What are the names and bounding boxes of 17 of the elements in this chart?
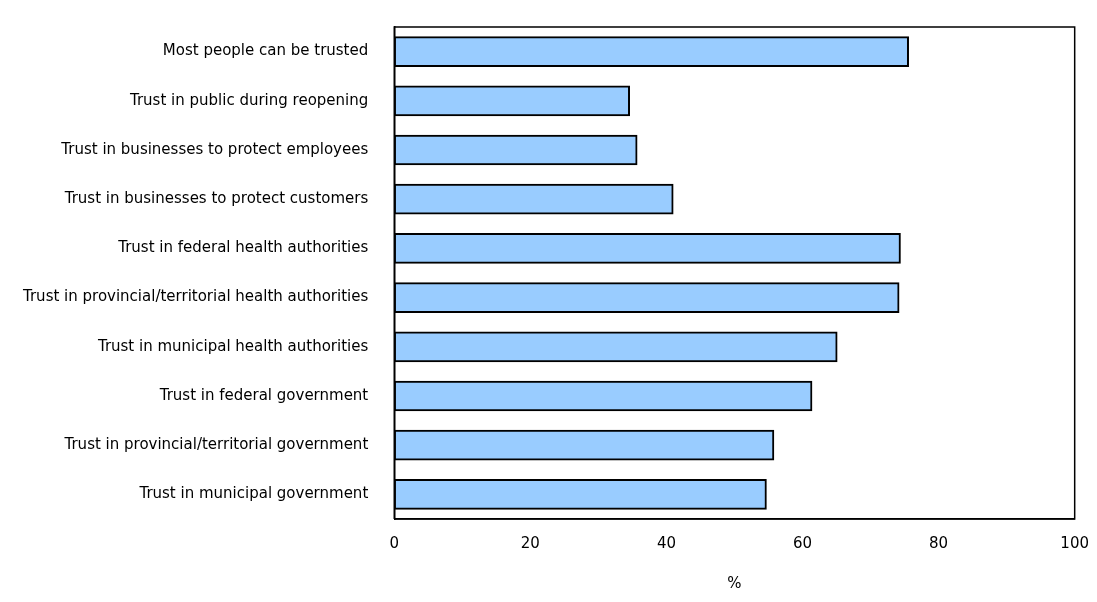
x-tick-label: 60 bbox=[792, 533, 813, 552]
y-tick-label: Trust in businesses to protect employees bbox=[60, 139, 369, 158]
y-tick-label: Trust in municipal government bbox=[138, 484, 369, 503]
y-tick-label: Trust in federal health authorities bbox=[117, 238, 369, 257]
y-tick-label: Trust in municipal health authorities bbox=[96, 336, 369, 355]
x-axis-title: % bbox=[727, 573, 742, 592]
y-tick-label: Most people can be trusted bbox=[162, 41, 369, 60]
x-tick-label: 0 bbox=[389, 533, 400, 552]
x-tick-label: 80 bbox=[929, 533, 949, 552]
x-tick-label: 100 bbox=[1060, 533, 1090, 552]
y-tick-label: Trust in businesses to protect customers bbox=[63, 189, 369, 208]
y-tick-label: Trust in provincial/territorial government bbox=[63, 435, 369, 454]
y-tick-label: Trust in provincial/territorial health authorities bbox=[22, 287, 369, 306]
y-tick-label: Trust in public during reopening bbox=[128, 90, 369, 109]
y-tick-label: Trust in federal government bbox=[158, 385, 369, 404]
x-tick-label: 40 bbox=[656, 533, 676, 552]
x-tick-label: 20 bbox=[520, 533, 540, 552]
